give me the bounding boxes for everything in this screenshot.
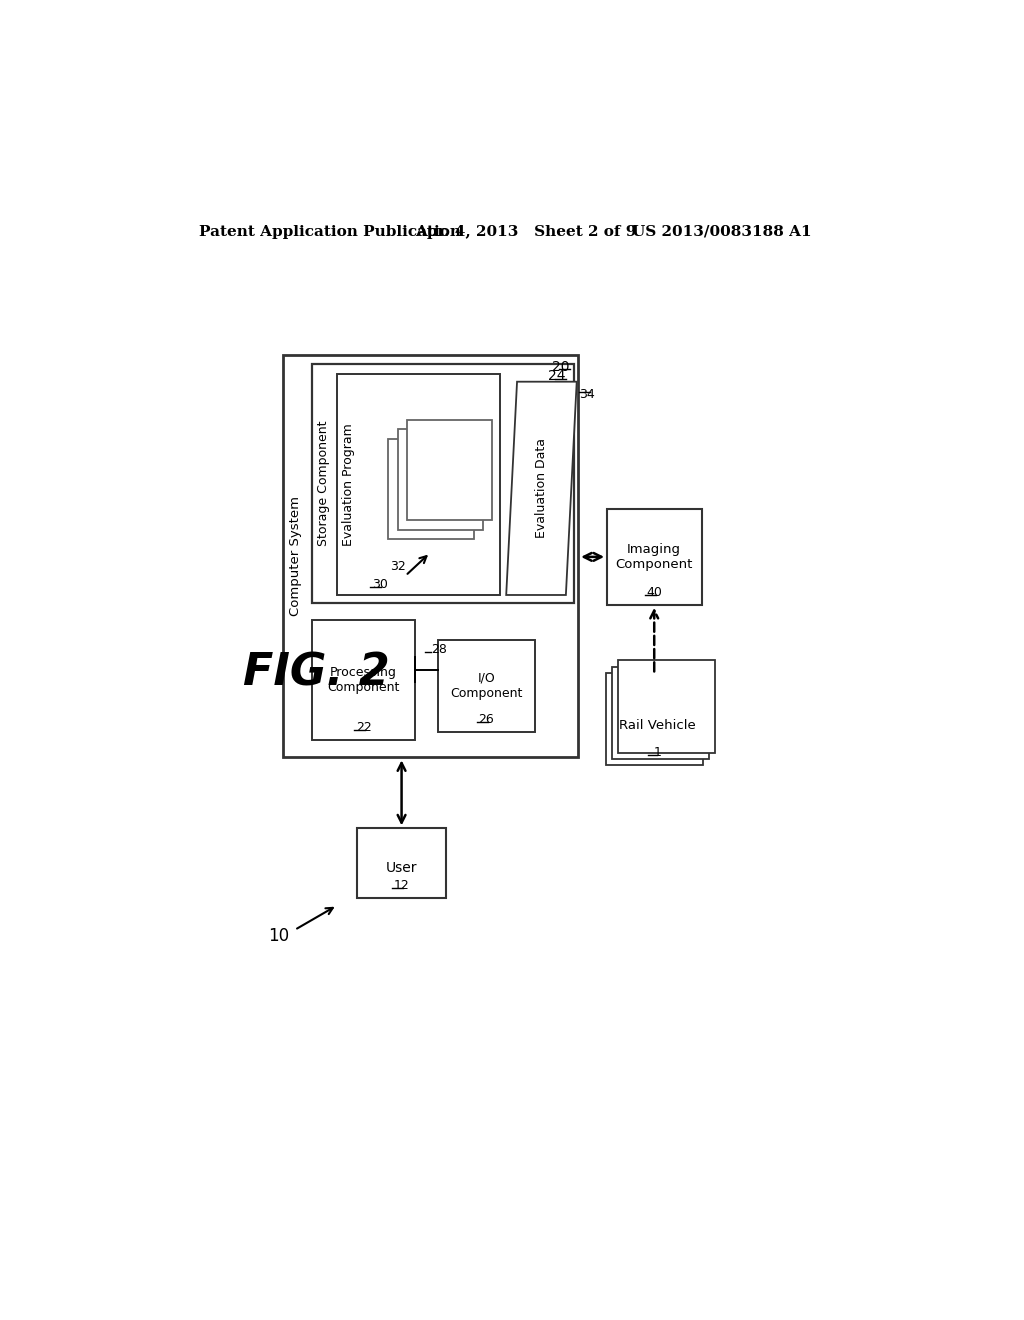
Text: 1: 1 bbox=[653, 746, 662, 759]
Bar bbox=[312, 364, 573, 603]
Bar bbox=[618, 660, 715, 752]
Text: I/O
Component: I/O Component bbox=[451, 672, 522, 700]
Bar bbox=[357, 829, 445, 898]
Text: 24: 24 bbox=[549, 370, 566, 383]
Text: Evaluation Program: Evaluation Program bbox=[342, 424, 354, 546]
Text: 20: 20 bbox=[552, 360, 569, 374]
Polygon shape bbox=[506, 381, 577, 595]
Text: FIG. 2: FIG. 2 bbox=[243, 651, 389, 694]
Bar bbox=[388, 438, 474, 539]
Bar bbox=[283, 355, 578, 758]
Bar bbox=[606, 673, 702, 766]
Text: Processing
Component: Processing Component bbox=[328, 667, 399, 694]
Bar bbox=[607, 508, 701, 605]
Bar bbox=[312, 620, 415, 739]
Text: Rail Vehicle: Rail Vehicle bbox=[618, 718, 695, 731]
Text: US 2013/0083188 A1: US 2013/0083188 A1 bbox=[632, 224, 811, 239]
Text: 34: 34 bbox=[579, 388, 595, 400]
Bar bbox=[438, 640, 535, 733]
Text: Patent Application Publication: Patent Application Publication bbox=[200, 224, 461, 239]
Text: 22: 22 bbox=[355, 721, 372, 734]
Text: 32: 32 bbox=[390, 560, 406, 573]
Text: User: User bbox=[386, 861, 418, 875]
Bar bbox=[397, 429, 483, 529]
Text: Imaging
Component: Imaging Component bbox=[615, 543, 693, 570]
Text: 10: 10 bbox=[268, 927, 290, 945]
Text: 12: 12 bbox=[393, 879, 410, 892]
Text: Storage Component: Storage Component bbox=[316, 421, 330, 546]
Text: 30: 30 bbox=[372, 578, 388, 591]
Text: 28: 28 bbox=[431, 643, 446, 656]
Text: 40: 40 bbox=[646, 586, 663, 599]
Text: Computer System: Computer System bbox=[289, 496, 302, 616]
Text: Apr. 4, 2013   Sheet 2 of 9: Apr. 4, 2013 Sheet 2 of 9 bbox=[415, 224, 636, 239]
Bar bbox=[612, 667, 709, 759]
Text: Evaluation Data: Evaluation Data bbox=[535, 438, 548, 539]
Text: 26: 26 bbox=[478, 713, 495, 726]
Bar bbox=[407, 420, 493, 520]
Bar bbox=[337, 374, 500, 595]
